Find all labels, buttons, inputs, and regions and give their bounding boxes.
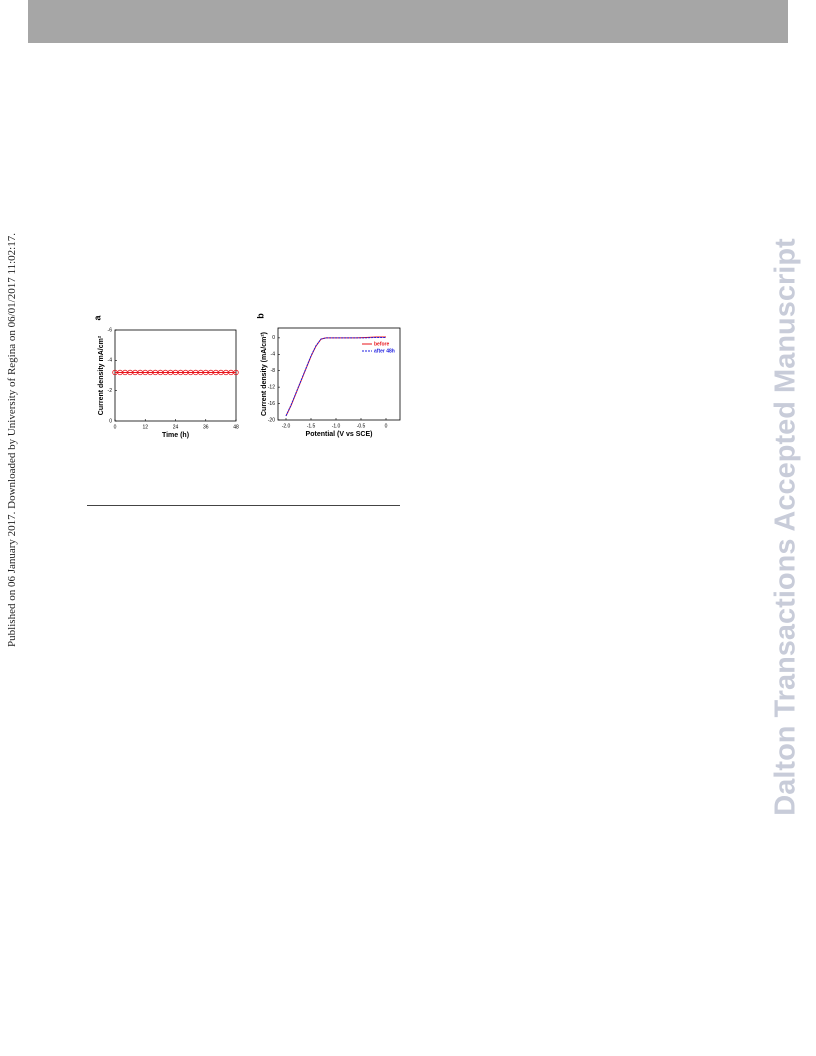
data-point bbox=[157, 369, 164, 376]
y-tick-label: -6 bbox=[108, 327, 113, 333]
data-point bbox=[162, 369, 169, 376]
panel-label: a bbox=[92, 315, 102, 321]
y-axis-title: Current density (mA/cm²) bbox=[261, 332, 268, 416]
data-point bbox=[117, 369, 123, 376]
x-tick-label: 24 bbox=[173, 424, 179, 430]
rule bbox=[87, 505, 400, 506]
x-tick-label: -2.0 bbox=[282, 423, 291, 429]
data-point bbox=[177, 369, 184, 376]
data-point bbox=[172, 369, 179, 376]
y-tick-label: -4 bbox=[271, 352, 276, 358]
legend-label: after 48h bbox=[374, 348, 395, 354]
data-point bbox=[187, 369, 194, 376]
x-axis-title: Time (h) bbox=[162, 432, 189, 439]
x-tick-label: 48 bbox=[233, 424, 239, 430]
data-point bbox=[208, 369, 214, 376]
x-tick-label: 0 bbox=[114, 424, 117, 430]
y-tick-label: -8 bbox=[271, 368, 276, 374]
legend-label: before bbox=[374, 341, 390, 347]
x-tick-label: -1.0 bbox=[332, 423, 341, 429]
y-tick-label: 0 bbox=[109, 418, 112, 424]
x-tick-label: 0 bbox=[385, 423, 388, 429]
x-tick-label: 12 bbox=[142, 424, 148, 430]
plot-frame bbox=[114, 329, 237, 422]
data-point bbox=[182, 369, 189, 376]
x-tick-label: -0.5 bbox=[357, 423, 366, 429]
header-bar bbox=[28, 0, 788, 43]
x-axis-title: Potential (V vs SCE) bbox=[306, 431, 373, 438]
data-point bbox=[203, 369, 209, 376]
data-point bbox=[142, 369, 148, 376]
series-line bbox=[285, 336, 386, 417]
x-tick-label: 36 bbox=[203, 424, 209, 430]
data-point bbox=[152, 369, 159, 376]
data-point bbox=[198, 369, 204, 376]
y-tick-label: -12 bbox=[268, 384, 275, 390]
y-tick-label: -2 bbox=[108, 388, 113, 394]
data-point bbox=[213, 369, 219, 376]
data-point bbox=[218, 369, 224, 376]
data-point bbox=[112, 369, 118, 376]
y-tick-label: -16 bbox=[268, 401, 275, 407]
data-point bbox=[167, 369, 174, 376]
data-point bbox=[122, 369, 128, 376]
y-axis-title: Current density mA/cm² bbox=[98, 335, 105, 415]
data-point bbox=[223, 369, 229, 376]
panel-label: b bbox=[255, 313, 265, 319]
data-point bbox=[233, 369, 239, 376]
x-tick-label: -1.5 bbox=[307, 423, 316, 429]
y-tick-label: 0 bbox=[272, 335, 275, 341]
plot-frame bbox=[277, 327, 401, 421]
data-point bbox=[228, 369, 234, 376]
data-point bbox=[147, 369, 153, 376]
data-point bbox=[127, 369, 133, 376]
data-point bbox=[137, 369, 143, 376]
y-tick-label: -20 bbox=[268, 417, 275, 423]
data-point bbox=[132, 369, 138, 376]
y-tick-label: -4 bbox=[108, 358, 113, 364]
data-point bbox=[192, 369, 199, 376]
series-line bbox=[285, 336, 386, 417]
